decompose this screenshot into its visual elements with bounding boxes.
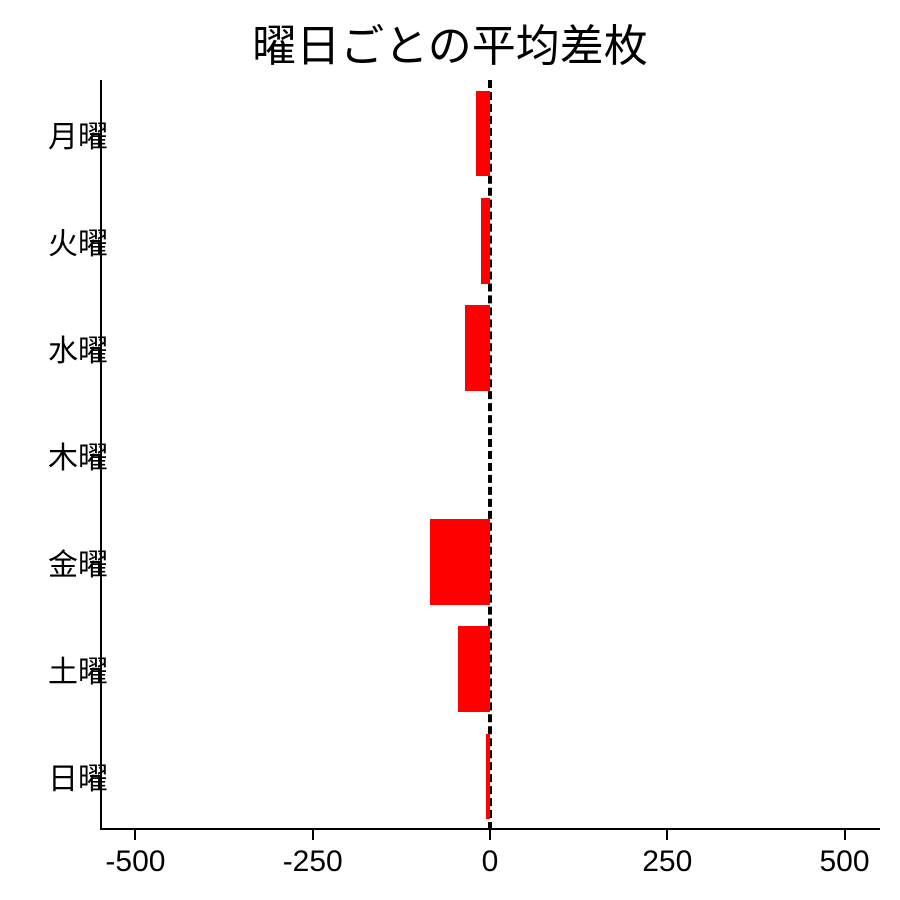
x-axis-tick [666,830,668,840]
x-axis-label: -250 [283,845,343,879]
chart-container: 曜日ごとの平均差枚 月曜火曜水曜木曜金曜土曜日曜 -500 -250 0 250 500 [0,0,900,900]
bar [476,91,490,177]
y-axis-label: 日曜 [48,754,108,798]
y-axis-label: 水曜 [48,326,108,370]
bar [465,305,490,391]
y-axis-label: 木曜 [48,433,108,477]
x-axis-tick [489,830,491,840]
bar [430,519,490,605]
x-axis-label: 0 [482,845,499,879]
plot-area [100,80,880,830]
bar [458,626,490,712]
chart-title: 曜日ごとの平均差枚 [0,10,900,74]
bar [481,198,490,284]
y-axis-label: 月曜 [48,112,108,156]
x-axis-label: 250 [642,845,692,879]
y-axis-label: 土曜 [48,647,108,691]
zero-reference-line [488,80,492,830]
y-axis-label: 火曜 [48,219,108,263]
x-axis-label: -500 [105,845,165,879]
x-axis-tick [844,830,846,840]
bar [486,734,490,820]
x-axis-tick [312,830,314,840]
x-axis-tick [134,830,136,840]
y-axis-label: 金曜 [48,540,108,584]
x-axis-label: 500 [820,845,870,879]
